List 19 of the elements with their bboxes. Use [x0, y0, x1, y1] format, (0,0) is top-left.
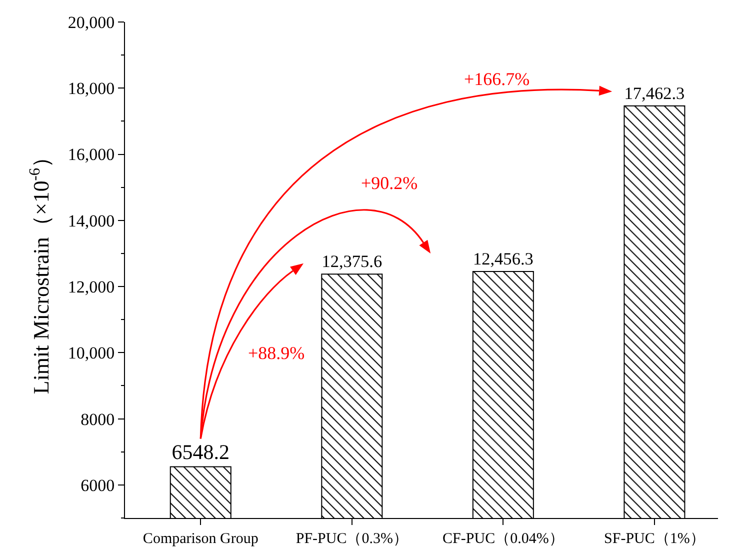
data-label: 6548.2 — [172, 440, 230, 464]
y-tick-label: 6000 — [80, 476, 115, 495]
y-tick-label: 12,000 — [68, 277, 115, 296]
x-tick-label: SF-PUC（1%） — [604, 531, 705, 547]
y-tick-label: 20,000 — [68, 12, 115, 32]
y-tick-label: 8000 — [80, 410, 115, 429]
annotation: +166.7% — [464, 69, 530, 89]
y-tick-label: 14,000 — [68, 211, 115, 230]
data-label: 12,456.3 — [472, 249, 534, 268]
data-label: 17,462.3 — [624, 84, 685, 103]
annotation: +90.2% — [361, 173, 418, 193]
y-tick-label: 16,000 — [68, 145, 115, 164]
x-tick-label: CF-PUC（0.04%） — [442, 531, 564, 547]
x-tick-label: PF-PUC（0.3%） — [296, 531, 408, 547]
annotation: +88.9% — [248, 343, 305, 363]
data-label: 12,375.6 — [322, 252, 382, 271]
y-tick-label: 18,000 — [68, 79, 115, 98]
x-tick-label: Comparison Group — [142, 531, 258, 547]
y-tick-label: 10,000 — [68, 344, 115, 363]
